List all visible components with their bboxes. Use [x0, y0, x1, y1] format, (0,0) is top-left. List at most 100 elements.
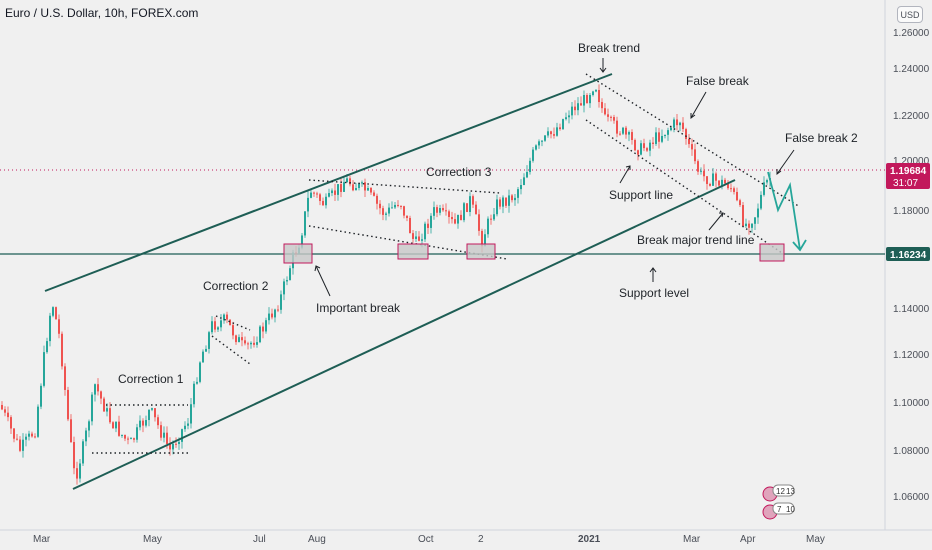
candle-body — [157, 417, 159, 426]
candle-body — [349, 178, 351, 185]
candle-body — [640, 143, 642, 155]
candle-body — [52, 307, 54, 316]
candle-body — [136, 427, 138, 440]
candle-body — [382, 208, 384, 215]
candle-body — [343, 182, 345, 192]
candle-body — [739, 200, 741, 206]
candle-body — [79, 463, 81, 479]
candle-body — [91, 394, 93, 422]
candle-body — [184, 425, 186, 430]
label-break-trend[interactable]: Break trend — [578, 41, 640, 55]
candle-body — [598, 89, 600, 103]
event-badge[interactable] — [772, 502, 795, 515]
label-correction-2[interactable]: Correction 2 — [203, 279, 269, 293]
candle-body — [553, 134, 555, 136]
candle-body — [436, 207, 438, 213]
label-support-line[interactable]: Support line — [609, 188, 673, 202]
candle-body — [265, 320, 267, 332]
candle-body — [682, 122, 684, 130]
candle-body — [28, 433, 30, 437]
candle-body — [148, 409, 150, 421]
candle-body — [508, 195, 510, 206]
box-support-touch-1[interactable] — [397, 243, 429, 260]
candle-body — [166, 432, 168, 444]
price-axis[interactable] — [885, 0, 932, 530]
currency-button[interactable]: USD — [897, 6, 923, 23]
label-break-major[interactable]: Break major trend line — [637, 233, 755, 247]
time-label: 2 — [478, 534, 484, 545]
upper-trend-line[interactable] — [44, 73, 613, 292]
candle-body — [475, 204, 477, 215]
label-false-break-2[interactable]: False break 2 — [785, 131, 858, 145]
candle-body — [724, 179, 726, 184]
label-important-break[interactable]: Important break — [316, 301, 401, 315]
candle-body — [160, 425, 162, 438]
candle-body — [568, 115, 570, 118]
candle-body — [463, 203, 465, 221]
box-important-break[interactable] — [283, 243, 313, 264]
channel-top-line[interactable] — [585, 73, 801, 208]
candle-body — [325, 196, 327, 206]
candle-body — [412, 233, 414, 239]
candle-body — [82, 441, 84, 464]
channel-bottom-line[interactable] — [585, 119, 783, 254]
candle-body — [586, 95, 588, 104]
candle-body — [34, 436, 36, 438]
candle-body — [607, 114, 609, 117]
time-label: Apr — [740, 534, 756, 545]
time-axis[interactable]: Mar May Jul Aug Oct 2 2021 Mar Apr May — [33, 534, 825, 545]
label-support-level[interactable]: Support level — [619, 286, 689, 300]
candle-body — [409, 217, 411, 234]
event-icons[interactable]: 12 13 7 10 — [762, 484, 795, 520]
box-support-touch-2[interactable] — [466, 243, 496, 260]
candle-body — [604, 108, 606, 115]
correction3-top-line[interactable] — [308, 179, 501, 194]
label-false-break[interactable]: False break — [686, 74, 750, 88]
time-label: Mar — [33, 534, 51, 545]
lower-trend-line[interactable] — [72, 179, 736, 490]
candle-body — [163, 432, 165, 438]
candle-body — [754, 217, 756, 224]
candle-body — [526, 172, 528, 178]
candle-body — [73, 442, 75, 469]
event-badge-b: 13 — [786, 487, 795, 496]
projection-path[interactable] — [767, 171, 807, 252]
label-correction-3[interactable]: Correction 3 — [426, 165, 492, 179]
candle-body — [124, 434, 126, 439]
candle-body — [760, 194, 762, 209]
candle-body — [154, 408, 156, 418]
candle-body — [622, 127, 624, 134]
candle-body — [304, 211, 306, 236]
candle-body — [460, 214, 462, 221]
candle-body — [127, 438, 129, 440]
candle-body — [763, 182, 765, 195]
candle-body — [49, 315, 51, 342]
candle-body — [187, 423, 189, 426]
candle-body — [361, 182, 363, 184]
label-correction-1[interactable]: Correction 1 — [118, 372, 184, 386]
candle-body — [199, 362, 201, 382]
candle-body — [25, 436, 27, 440]
event-badge[interactable] — [772, 484, 795, 497]
candle-body — [745, 223, 747, 227]
candle-body — [388, 207, 390, 214]
time-label: Mar — [683, 534, 701, 545]
candle-body — [439, 208, 441, 213]
price-tick: 1.24000 — [893, 64, 930, 75]
candle-body — [496, 199, 498, 215]
candle-body — [58, 319, 60, 334]
box-target[interactable] — [759, 243, 785, 262]
candle-body — [370, 188, 372, 193]
candle-body — [97, 384, 99, 392]
candle-body — [238, 337, 240, 343]
symbol-title[interactable]: Euro / U.S. Dollar, 10h, FOREX.com — [5, 6, 199, 20]
candle-body — [766, 180, 768, 183]
price-tick: 1.08000 — [893, 446, 930, 457]
candle-body — [310, 192, 312, 198]
candle-body — [592, 91, 594, 96]
candle-body — [55, 307, 57, 320]
correction2-top-line[interactable] — [215, 315, 251, 331]
correction2-bottom-line[interactable] — [211, 335, 251, 365]
candle-body — [646, 148, 648, 151]
